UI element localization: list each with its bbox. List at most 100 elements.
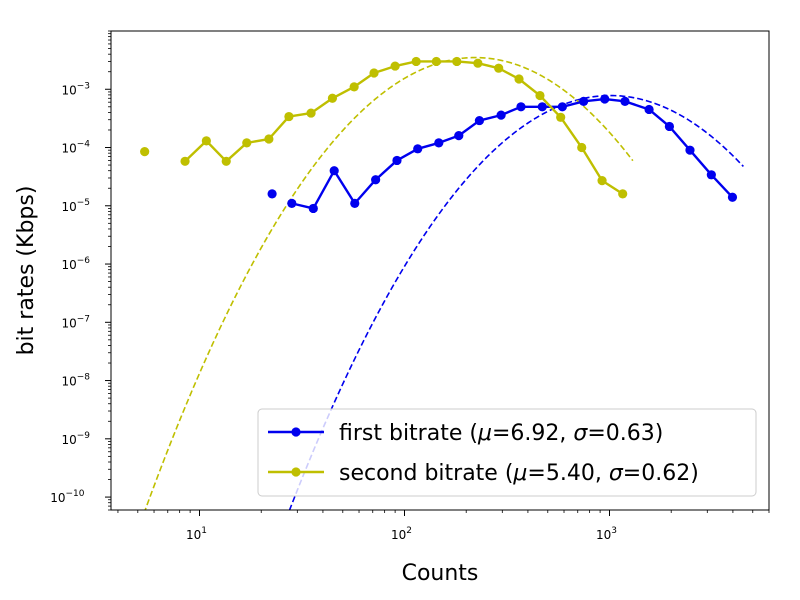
data-point: [496, 110, 506, 120]
x-axis-label: Counts: [402, 561, 479, 586]
data-point: [390, 61, 400, 71]
y-tick-label: 10−6: [61, 256, 90, 272]
legend: first bitrate (μ=6.92, σ=0.63)second bit…: [257, 408, 757, 497]
legend-sigma-value: =0.63): [587, 421, 663, 446]
data-point: [537, 102, 547, 112]
data-point: [644, 104, 654, 115]
x-tick-label: 102: [391, 526, 412, 542]
data-point: [452, 56, 462, 67]
data-point: [494, 63, 504, 73]
data-point: [284, 111, 294, 122]
data-point: [516, 102, 526, 112]
legend-mu-value: =5.40,: [527, 461, 608, 486]
y-tick-exponent: −3: [77, 81, 90, 91]
data-point: [349, 82, 359, 92]
y-tick-label: 10−4: [61, 140, 90, 156]
data-point: [369, 68, 379, 78]
legend-label: second bitrate (μ=5.40, σ=0.62): [339, 461, 699, 486]
data-point: [267, 189, 277, 199]
series-2: [140, 56, 628, 199]
data-point: [600, 94, 610, 104]
data-point: [597, 176, 607, 186]
data-point: [618, 189, 628, 199]
data-point: [413, 144, 423, 154]
data-point: [434, 138, 444, 148]
y-tick-exponent: −4: [77, 140, 91, 150]
data-point: [535, 90, 545, 101]
legend-entry-2: second bitrate (μ=5.40, σ=0.62): [268, 461, 699, 486]
y-tick-label: 10−10: [50, 489, 85, 505]
data-point: [664, 121, 675, 132]
data-point: [329, 166, 339, 176]
legend-sigma-symbol: σ: [573, 421, 588, 446]
y-tick-label: 10−8: [61, 373, 90, 389]
y-tick-exponent: −10: [66, 489, 85, 499]
data-point: [287, 198, 297, 208]
y-tick-label: 10−9: [61, 431, 90, 447]
data-point: [727, 192, 738, 202]
data-point: [242, 138, 252, 148]
y-tick-exponent: −8: [77, 373, 91, 383]
data-point: [221, 156, 231, 166]
x-tick-label: 101: [186, 526, 207, 542]
series-line-2: [184, 60, 624, 195]
data-point: [327, 93, 338, 103]
x-tick-exponent: 3: [611, 526, 617, 536]
data-point: [140, 147, 150, 157]
x-tick-exponent: 2: [406, 526, 412, 536]
plot-area-frame: [110, 30, 770, 511]
x-tick-exponent: 1: [201, 526, 207, 536]
legend-label-name: first bitrate (: [339, 421, 478, 446]
legend-sigma-value: =0.62): [623, 461, 699, 486]
legend-mu-symbol: μ: [477, 421, 492, 446]
data-point: [557, 102, 567, 112]
data-point: [306, 108, 316, 118]
legend-mu-symbol: μ: [512, 461, 527, 486]
data-point: [556, 112, 566, 122]
data-point: [431, 56, 441, 67]
data-point: [201, 136, 211, 146]
data-point: [308, 203, 318, 214]
data-point: [514, 74, 524, 84]
data-point: [577, 142, 587, 153]
x-axis-ticks: 101 102 103: [117, 510, 770, 542]
legend-sigma-symbol: σ: [609, 461, 624, 486]
data-point: [454, 131, 464, 141]
data-point: [685, 145, 695, 155]
y-tick-label: 10−3: [61, 81, 90, 97]
legend-label-name: second bitrate (: [339, 461, 513, 486]
y-tick-exponent: −6: [77, 256, 91, 266]
y-tick-label: 10−7: [61, 314, 90, 330]
data-point: [371, 175, 381, 185]
series-line-1: [291, 97, 734, 210]
legend-marker-swatch: [291, 467, 301, 477]
data-point: [180, 156, 190, 166]
y-tick-exponent: −9: [77, 431, 91, 441]
data-point: [264, 134, 274, 144]
data-point: [579, 96, 589, 106]
y-tick-label: 10−5: [61, 198, 90, 214]
y-axis-label: bit rates (Kbps): [14, 186, 39, 356]
legend-mu-value: =6.92,: [492, 421, 573, 446]
fit-curves: [144, 56, 744, 510]
data-point: [350, 198, 360, 208]
data-point: [411, 56, 421, 67]
legend-marker-swatch: [291, 427, 301, 437]
series-1: [267, 94, 738, 214]
fit-curve-series-2: [144, 56, 634, 510]
legend-entry-1: first bitrate (μ=6.92, σ=0.63): [268, 421, 663, 446]
y-axis-ticks: 10−10 10−9 10−8 10−7 10−6 10−5 10−4 10−3: [50, 30, 111, 511]
legend-box: [257, 408, 757, 497]
data-point: [473, 58, 483, 68]
y-tick-exponent: −7: [77, 314, 90, 324]
legend-label: first bitrate (μ=6.92, σ=0.63): [339, 421, 663, 446]
data-point: [392, 155, 402, 166]
fit-curve-series-1: [288, 94, 744, 510]
data-point: [474, 115, 485, 126]
data-point: [706, 170, 716, 180]
x-tick-label: 103: [596, 526, 617, 542]
y-tick-exponent: −5: [77, 198, 90, 208]
data-series: [140, 56, 738, 214]
data-point: [620, 96, 630, 106]
